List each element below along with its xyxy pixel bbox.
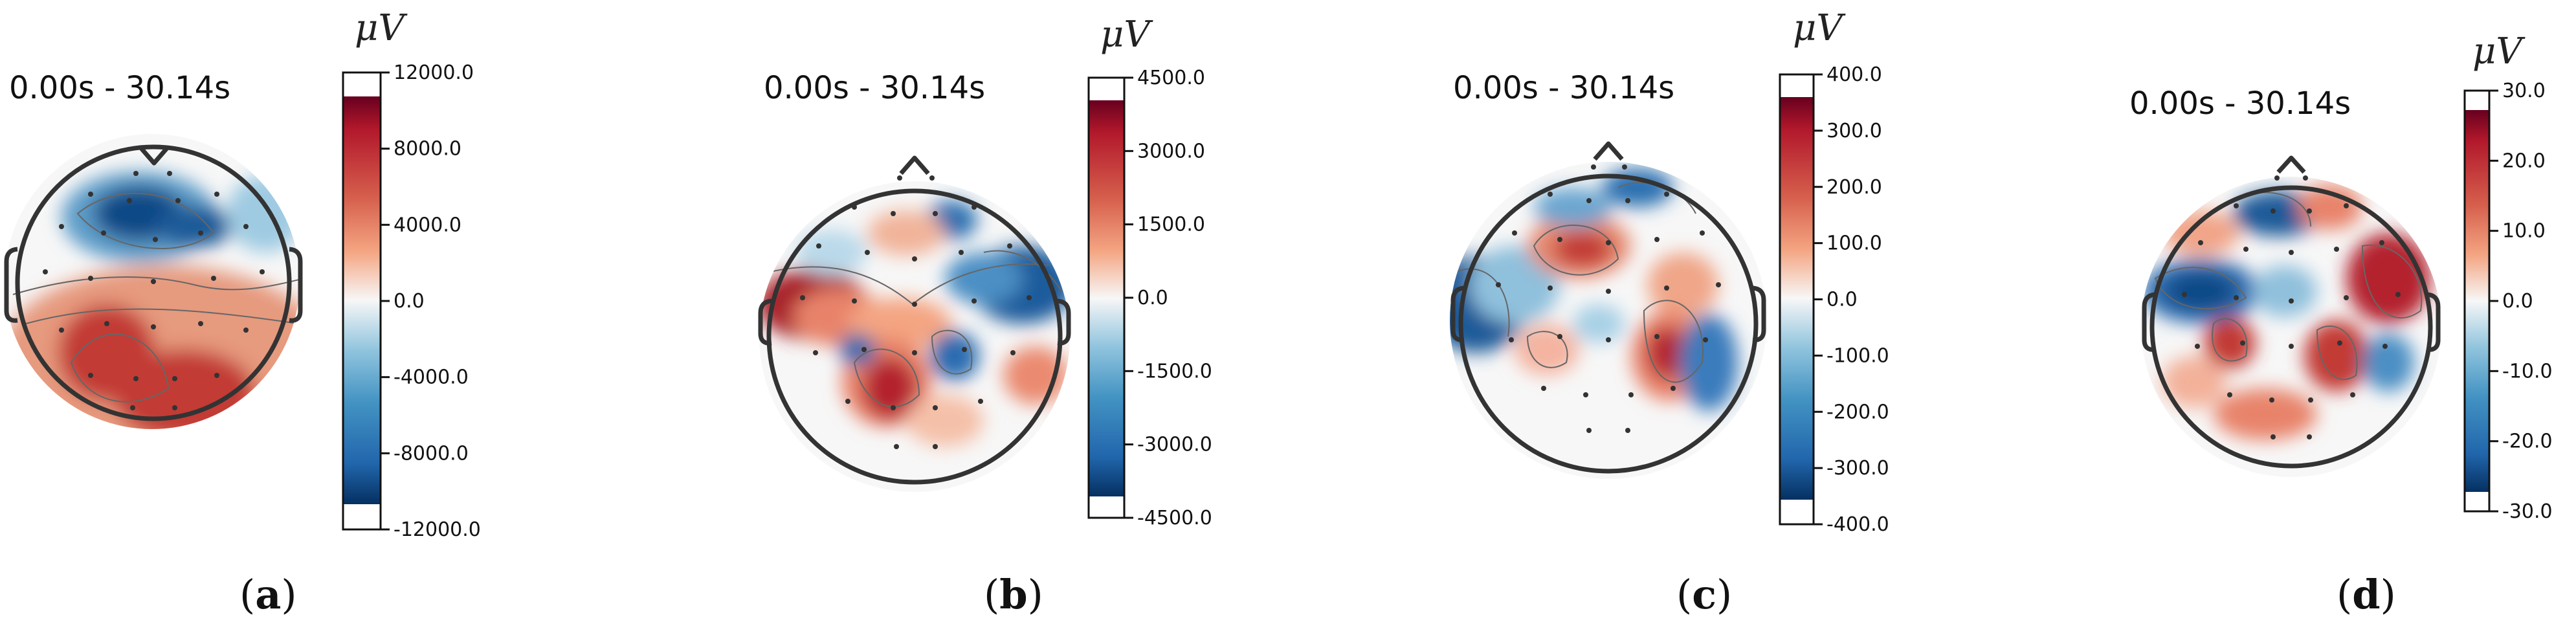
colorbar-tick-label: 1500.0 xyxy=(1137,214,1205,236)
panel-caption: (d) xyxy=(2337,571,2396,618)
colorbar-tick-label: 100.0 xyxy=(1827,232,1882,255)
time-range-label: 0.00s - 30.14s xyxy=(2129,85,2351,122)
colorbar-tick-label: 200.0 xyxy=(1827,176,1882,199)
colorbar-tick-label: 0.0 xyxy=(2502,290,2533,313)
unit-label: μV xyxy=(1793,7,1846,49)
colorbar-tick-label: -4000.0 xyxy=(394,366,469,389)
colorbar-tick-label: 0.0 xyxy=(1137,287,1168,309)
colorbar-tick-label: -12000.0 xyxy=(394,518,481,541)
colorbar-tick-label: 12000.0 xyxy=(394,61,474,84)
colorbar-tick-label: 0.0 xyxy=(1827,289,1858,311)
colorbar-tick-label: -4500.0 xyxy=(1137,507,1212,529)
colorbar-tick-label: 10.0 xyxy=(2502,220,2546,243)
colorbar-tick-label: 4000.0 xyxy=(394,214,461,236)
colorbar-ticks: 4500.0 3000.0 1500.0 0.0 -1500.0 -3000.0 -4500… xyxy=(1124,67,1212,529)
colorbar-tick-label: 8000.0 xyxy=(394,138,461,161)
colorbar-tick-label: -3000.0 xyxy=(1137,434,1212,456)
colorbar-tick-label: -100.0 xyxy=(1827,344,1889,367)
colorbar-tick-label: 400.0 xyxy=(1827,63,1882,86)
colorbar-tick-label: 3000.0 xyxy=(1137,140,1205,162)
head-topomap xyxy=(758,155,1071,492)
colorbar-tick-label: -1500.0 xyxy=(1137,360,1212,383)
caption-letter: a xyxy=(255,571,281,618)
colorbar-ticks: 400.0 300.0 200.0 100.0 0.0 -100.0 -200.0 -300.… xyxy=(1814,63,1889,536)
svg-text:(b): (b) xyxy=(984,571,1043,618)
panel-caption: (b) xyxy=(984,571,1043,618)
unit-label: μV xyxy=(2472,30,2526,72)
caption-letter: c xyxy=(1692,571,1716,618)
caption-letter: b xyxy=(999,571,1027,618)
colorbar-ticks: 12000.0 8000.0 4000.0 0.0 -4000.0 -8000.0 -120… xyxy=(381,61,481,541)
svg-text:(c): (c) xyxy=(1676,571,1732,618)
svg-text:(a): (a) xyxy=(239,571,297,618)
colorbar-tick-label: 300.0 xyxy=(1827,120,1882,142)
unit-label: μV xyxy=(355,7,408,49)
colorbar-tick-label: -8000.0 xyxy=(394,442,469,465)
colorbar-tick-label: 4500.0 xyxy=(1137,67,1205,89)
panel-d: 0.00s - 30.14s xyxy=(2129,30,2553,618)
svg-text:(d): (d) xyxy=(2337,571,2396,618)
panel-caption: (c) xyxy=(1676,571,1732,618)
panel-c: 0.00s - 30.14s xyxy=(1450,7,1889,618)
head-topomap xyxy=(2141,155,2441,477)
panel-a: 0.00s - 30.14s xyxy=(4,7,481,618)
head-topomap xyxy=(1450,141,1767,479)
colorbar-tick-label: 30.0 xyxy=(2502,80,2546,102)
colorbar-tick-label: -400.0 xyxy=(1827,513,1889,536)
colorbar: 12000.0 8000.0 4000.0 0.0 -4000.0 -8000.0 -120… xyxy=(342,61,481,541)
colorbar-tick-label: 20.0 xyxy=(2502,150,2546,172)
time-range-label: 0.00s - 30.14s xyxy=(764,70,985,106)
colorbar-tick-label: -200.0 xyxy=(1827,401,1889,423)
colorbar-ticks: 30.0 20.0 10.0 0.0 -10.0 -20.0 -30.0 xyxy=(2489,80,2553,523)
colorbar: 4500.0 3000.0 1500.0 0.0 -1500.0 -3000.0 -4500… xyxy=(1087,67,1212,529)
panel-caption: (a) xyxy=(239,571,297,618)
colorbar-tick-label: -10.0 xyxy=(2502,360,2553,383)
time-range-label: 0.00s - 30.14s xyxy=(9,70,230,106)
colorbar-tick-label: 0.0 xyxy=(394,290,425,313)
colorbar: 30.0 20.0 10.0 0.0 -10.0 -20.0 -30.0 xyxy=(2463,80,2553,523)
colorbar-tick-label: -300.0 xyxy=(1827,457,1889,480)
colorbar: 400.0 300.0 200.0 100.0 0.0 -100.0 -200.0 -300.… xyxy=(1779,63,1889,536)
time-range-label: 0.00s - 30.14s xyxy=(1453,70,1674,106)
unit-label: μV xyxy=(1100,14,1153,56)
head-topomap xyxy=(4,134,303,429)
panel-b: 0.00s - 30.14s xyxy=(758,14,1212,618)
caption-letter: d xyxy=(2352,571,2380,618)
colorbar-tick-label: -30.0 xyxy=(2502,500,2553,523)
colorbar-tick-label: -20.0 xyxy=(2502,430,2553,453)
